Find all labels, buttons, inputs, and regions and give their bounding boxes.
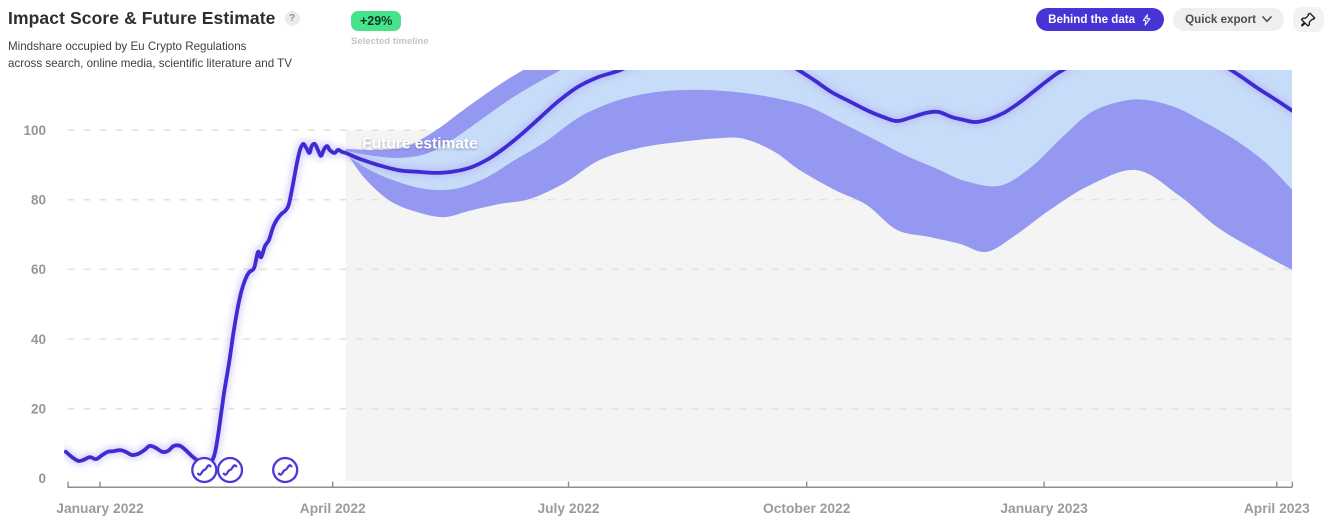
event-marker[interactable] [216, 456, 244, 484]
wave-icon [277, 464, 293, 476]
timeline-change-block: +29% Selected timeline [351, 11, 429, 47]
x-tick-label: April 2022 [300, 501, 366, 516]
inner-confidence-band [345, 70, 1292, 191]
event-marker[interactable] [272, 456, 299, 484]
pin-button[interactable] [1293, 7, 1324, 32]
y-tick-label: 20 [31, 401, 46, 416]
x-tick-label: October 2022 [763, 501, 851, 516]
x-axis [67, 481, 1294, 489]
chart-header: Impact Score & Future Estimate ? [8, 8, 300, 29]
event-marker[interactable] [191, 456, 218, 484]
y-tick-label: 80 [31, 193, 46, 208]
subtitle-line-1: Mindshare occupied by Eu Crypto Regulati… [8, 40, 247, 53]
behind-the-data-label: Behind the data [1048, 13, 1136, 26]
y-tick-label: 60 [31, 262, 46, 277]
y-tick-label: 40 [31, 332, 46, 347]
pin-icon [1301, 12, 1316, 27]
help-icon[interactable]: ? [284, 11, 300, 26]
wave-icon [196, 464, 212, 476]
x-tick-label: January 2022 [56, 501, 144, 516]
quick-export-label: Quick export [1185, 13, 1256, 26]
confidence-bands [345, 70, 1292, 270]
quick-export-button[interactable]: Quick export [1173, 8, 1284, 31]
lightning-bolt-icon [1143, 13, 1151, 26]
behind-the-data-button[interactable]: Behind the data [1036, 8, 1165, 31]
change-percent-badge: +29% [351, 11, 402, 31]
selected-timeline-label: Selected timeline [351, 36, 429, 47]
chart-subtitle: Mindshare occupied by Eu Crypto Regulati… [8, 39, 292, 73]
subtitle-line-2: across search, online media, scientific … [8, 56, 292, 70]
header-actions: Behind the data Quick export [1036, 7, 1324, 32]
median-line-group [64, 70, 1292, 470]
y-tick-label: 0 [38, 471, 46, 486]
page-title: Impact Score & Future Estimate [8, 8, 276, 28]
median-line [64, 70, 1292, 468]
chevron-down-icon [1262, 16, 1272, 23]
wave-icon [222, 464, 238, 476]
x-tick-label: July 2022 [537, 501, 599, 516]
future-estimate-label: Future estimate [362, 136, 478, 153]
x-tick-label: January 2023 [1000, 501, 1088, 516]
x-tick-label: April 2023 [1244, 501, 1310, 516]
y-tick-label: 100 [23, 123, 46, 138]
